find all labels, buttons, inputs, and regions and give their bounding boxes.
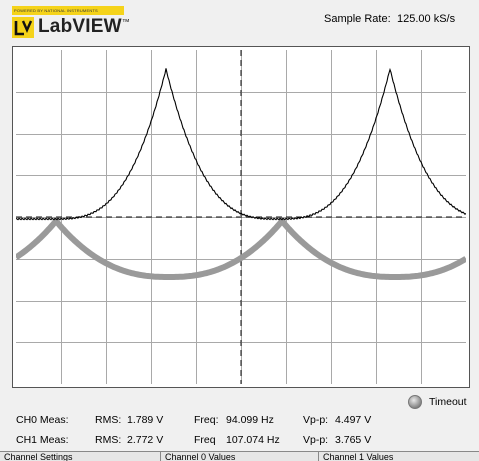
ch0-vpp-label: Vp-p: xyxy=(303,414,329,426)
ch1-rms-label: RMS: xyxy=(95,434,122,446)
timeout-led-icon xyxy=(408,395,422,409)
ch0-rms-value: 1.789 V xyxy=(127,414,164,426)
ch0-freq-label: Freq: xyxy=(194,414,219,426)
ch1-meas-label: CH1 Meas: xyxy=(16,434,69,446)
labview-mark-icon xyxy=(12,17,34,38)
sample-rate-label: Sample Rate: xyxy=(324,13,391,25)
ch1-rms-value: 2.772 V xyxy=(127,434,164,446)
ch1-vpp-label: Vp-p: xyxy=(303,434,329,446)
ch1-waveform-trace xyxy=(14,218,468,280)
ch0-rms-label: RMS: xyxy=(95,414,122,426)
tab-channel-settings[interactable]: Channel Settings xyxy=(4,452,73,461)
logo-tagline: POWERED BY NATIONAL INSTRUMENTS xyxy=(14,8,98,13)
labview-logo: POWERED BY NATIONAL INSTRUMENTS LabVIEW™ xyxy=(12,6,130,38)
tab-channel-1-values[interactable]: Channel 1 Values xyxy=(318,452,479,461)
sample-rate-value: 125.00 kS/s xyxy=(397,13,456,25)
waveform-graph[interactable] xyxy=(12,46,470,388)
waveform-plot-area xyxy=(14,50,468,384)
tab-bar: Channel Settings Channel 0 Values Channe… xyxy=(0,451,479,461)
ch1-freq-label: Freq xyxy=(194,434,216,446)
ch1-freq-value: 107.074 Hz xyxy=(226,434,280,446)
waveform-plot-svg xyxy=(14,50,468,384)
ch0-waveform-trace xyxy=(15,67,467,221)
ch0-vpp-value: 4.497 V xyxy=(335,414,372,426)
ch1-vpp-value: 3.765 V xyxy=(335,434,372,446)
ni-tagline-bar: POWERED BY NATIONAL INSTRUMENTS xyxy=(12,6,124,15)
labview-wordmark: LabVIEW™ xyxy=(38,16,130,37)
ch0-freq-value: 94.099 Hz xyxy=(226,414,274,426)
timeout-label: Timeout xyxy=(429,396,467,408)
tab-channel-0-values[interactable]: Channel 0 Values xyxy=(160,452,318,461)
ch0-meas-label: CH0 Meas: xyxy=(16,414,69,426)
